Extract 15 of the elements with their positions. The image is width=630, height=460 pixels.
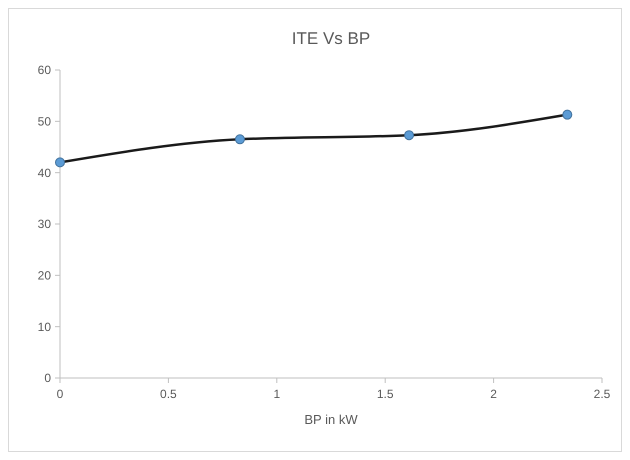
x-axis-title: BP in kW — [304, 412, 358, 427]
y-tick-label: 10 — [38, 320, 52, 334]
y-tick-label: 30 — [38, 217, 52, 232]
chart-title: ITE Vs BP — [292, 29, 370, 48]
x-tick-label: 1 — [273, 387, 280, 401]
x-tick-label: 2 — [490, 387, 498, 401]
y-tick-label: 20 — [38, 268, 52, 283]
x-tick-label: 2.5 — [594, 387, 611, 401]
x-tick-label: 0 — [56, 387, 64, 401]
x-tick-label: 0.5 — [160, 387, 178, 401]
y-tick-label: 50 — [38, 114, 52, 129]
y-tick-label: 60 — [38, 63, 52, 78]
y-tick-label: 0 — [44, 371, 52, 386]
x-tick-label: 1.5 — [376, 387, 394, 401]
y-tick-label: 40 — [38, 166, 52, 180]
